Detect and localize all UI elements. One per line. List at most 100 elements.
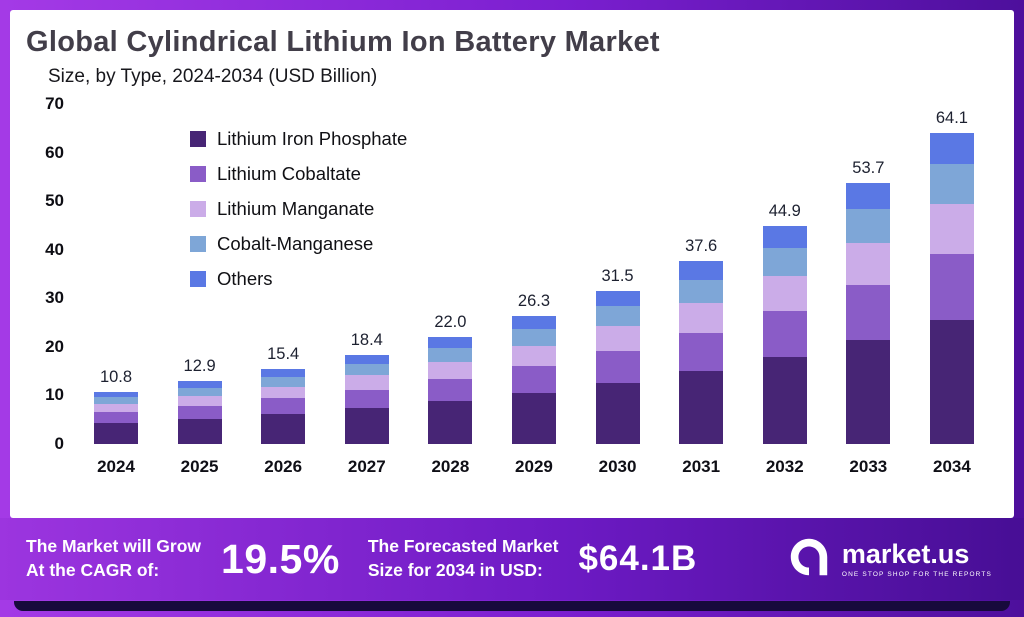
bar-stack (261, 369, 306, 444)
bar-segment-cobalt-manganese (511, 329, 556, 346)
brand-logo: market.us ONE STOP SHOP FOR THE REPORTS (786, 534, 998, 585)
bar-segment-lithium-manganate (595, 326, 640, 351)
forecast-label-line2: Size for 2034 in USD: (367, 560, 543, 580)
bar-segment-cobalt-manganese (595, 306, 640, 327)
legend-item: Cobalt-Manganese (190, 233, 407, 255)
bar-column: 12.9 (164, 357, 236, 444)
bar-total-label: 53.7 (852, 159, 885, 178)
bar-stack (94, 391, 138, 444)
x-tick-label: 2024 (97, 457, 135, 476)
forecast-label: The Forecasted Market Size for 2034 in U… (368, 535, 559, 582)
bar-stack (679, 261, 724, 444)
y-tick-label: 30 (45, 288, 64, 308)
bar-total-label: 12.9 (183, 357, 216, 376)
bar-segment-lithium-manganate (344, 375, 389, 390)
bar-column: 31.5 (582, 267, 654, 444)
bar-column: 15.4 (247, 345, 319, 444)
x-tick-label: 2031 (682, 457, 721, 476)
legend-swatch-icon (190, 271, 206, 287)
page-title: Global Cylindrical Lithium Ion Battery M… (26, 26, 660, 58)
bar-total-label: 15.4 (267, 345, 300, 364)
legend-label: Cobalt-Manganese (217, 233, 374, 254)
x-tick-label: 2032 (765, 457, 804, 476)
bars: 10.8 12.9 15.4 18.4 22.0 26.3 31.5 37.6 44.9 53.7… (78, 104, 990, 444)
bar-segment-cobalt-manganese (94, 396, 138, 404)
bar-segment-lithium-manganate (428, 361, 473, 379)
x-tick-label: 2033 (849, 457, 888, 476)
bar-segment-lithium-iron-phosphate (595, 382, 640, 444)
bar-total-label: 31.5 (601, 266, 634, 285)
bar-segment-lithium-iron-phosphate (762, 356, 807, 444)
bar-stack (762, 225, 807, 444)
bar-column: 26.3 (498, 292, 570, 444)
bar-segment-lithium-iron-phosphate (261, 414, 306, 444)
x-tick-label: 2025 (180, 457, 219, 476)
bar-segment-cobalt-manganese (177, 387, 222, 396)
bar-segment-lithium-cobaltate (344, 389, 389, 409)
bar-stack (929, 132, 974, 444)
bar-segment-cobalt-manganese (261, 376, 306, 387)
y-axis: 0 10 20 30 40 50 60 70 (26, 94, 78, 453)
x-tick-label: 2027 (347, 457, 386, 476)
bar-segment-others (261, 369, 306, 377)
bar-segment-lithium-cobaltate (511, 366, 556, 393)
y-tick-label: 40 (45, 239, 64, 259)
bar-column: 44.9 (749, 202, 821, 444)
bar-segment-lithium-iron-phosphate (344, 408, 389, 444)
y-tick-label: 20 (45, 336, 64, 356)
marketus-spiral-icon (786, 534, 832, 585)
bar-segment-others (846, 183, 891, 210)
bar-segment-lithium-manganate (762, 276, 807, 312)
bar-segment-cobalt-manganese (846, 209, 891, 244)
legend-label: Lithium Cobaltate (217, 163, 361, 184)
bar-segment-cobalt-manganese (762, 247, 807, 277)
y-tick-label: 50 (45, 191, 64, 211)
y-tick-label: 10 (45, 385, 64, 405)
cagr-label: The Market will Grow At the CAGR of: (26, 535, 201, 582)
bar-segment-others (762, 225, 807, 248)
chart-subtitle: Size, by Type, 2024-2034 (USD Billion) (48, 66, 378, 87)
x-tick-label: 2034 (933, 457, 971, 476)
bar-segment-lithium-manganate (679, 303, 724, 333)
brand-text: market.us ONE STOP SHOP FOR THE REPORTS (842, 540, 992, 578)
bar-segment-lithium-cobaltate (261, 398, 306, 415)
bar-column: 64.1 (916, 109, 988, 444)
bar-stack (846, 183, 891, 444)
bar-segment-others (679, 261, 724, 280)
legend-item: Others (190, 268, 407, 290)
bar-segment-lithium-cobaltate (762, 311, 807, 357)
cagr-label-line2: At the CAGR of: (26, 560, 160, 580)
bar-total-label: 18.4 (350, 330, 383, 349)
y-tick-label: 0 (54, 434, 64, 453)
bar-segment-lithium-iron-phosphate (679, 370, 724, 444)
bar-segment-lithium-iron-phosphate (94, 423, 138, 444)
x-tick-label: 2028 (431, 457, 470, 476)
bar-segment-lithium-iron-phosphate (177, 418, 222, 444)
bar-column: 10.8 (80, 368, 152, 444)
bar-segment-lithium-manganate (846, 243, 891, 285)
cagr-value: 19.5% (221, 535, 340, 582)
legend-label: Lithium Iron Phosphate (217, 128, 408, 149)
bar-stack (595, 290, 640, 444)
x-axis-labels: 2024 2025 2026 2027 2028 2029 2030 2031 2032 2033… (78, 457, 990, 477)
bar-segment-lithium-cobaltate (177, 405, 222, 419)
bar-total-label: 10.8 (99, 367, 133, 386)
legend-item: Lithium Manganate (190, 198, 407, 220)
legend-item: Lithium Iron Phosphate (190, 128, 407, 150)
bar-segment-lithium-iron-phosphate (428, 401, 473, 444)
y-tick-label: 70 (45, 94, 64, 113)
bar-total-label: 22.0 (434, 313, 467, 332)
bar-stack (511, 316, 556, 444)
legend-swatch-icon (190, 236, 206, 252)
bar-segment-lithium-manganate (261, 386, 306, 399)
x-tick-label: 2029 (515, 457, 553, 476)
bar-total-label: 44.9 (768, 201, 801, 220)
bar-segment-lithium-manganate (511, 345, 556, 367)
bar-segment-lithium-cobaltate (929, 254, 974, 320)
x-tick-label: 2030 (598, 457, 637, 476)
bar-segment-others (177, 381, 222, 388)
plot-row: 0 10 20 30 40 50 60 70 10.8 12.9 15.4 18.4 22.0 26.3… (26, 94, 990, 453)
bar-segment-cobalt-manganese (679, 279, 724, 304)
cagr-label-line1: The Market will Grow (26, 536, 202, 557)
bar-segment-lithium-manganate (929, 204, 974, 255)
